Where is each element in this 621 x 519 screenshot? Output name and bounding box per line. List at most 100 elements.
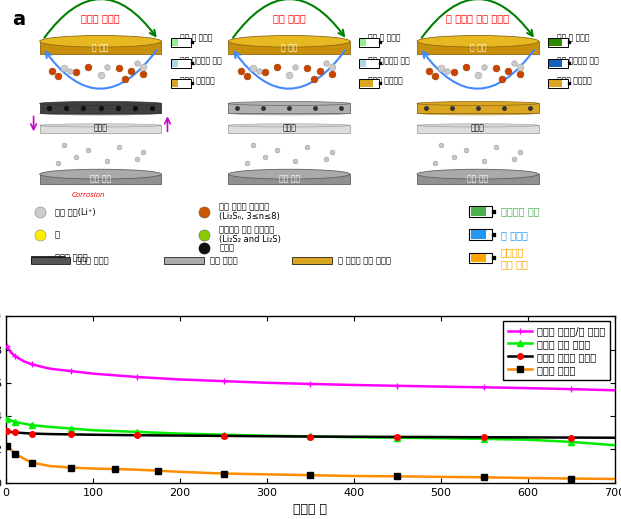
- FancyBboxPatch shape: [548, 79, 568, 88]
- Text: 황 양극: 황 양극: [469, 43, 486, 52]
- FancyBboxPatch shape: [172, 39, 178, 46]
- Text: 리튬 음극: 리튬 음극: [90, 175, 111, 184]
- Ellipse shape: [417, 112, 538, 115]
- Text: 리튬 음극: 리튬 음극: [279, 175, 300, 184]
- Text: 황: 황: [55, 230, 60, 239]
- Text: 리튬 음극: 리튬 음극: [467, 175, 489, 184]
- FancyBboxPatch shape: [191, 62, 194, 65]
- FancyBboxPatch shape: [359, 38, 379, 47]
- Text: 황 양극: 황 양극: [93, 43, 109, 52]
- Text: 전도성 중간층: 전도성 중간층: [55, 253, 88, 263]
- FancyBboxPatch shape: [417, 42, 538, 54]
- FancyBboxPatch shape: [469, 229, 492, 240]
- FancyBboxPatch shape: [548, 38, 568, 47]
- FancyBboxPatch shape: [548, 59, 568, 67]
- Text: 황 양극: 황 양극: [281, 43, 297, 52]
- Ellipse shape: [417, 124, 538, 127]
- Ellipse shape: [40, 169, 161, 179]
- FancyBboxPatch shape: [40, 126, 161, 133]
- Text: 높은 황 담지량: 높은 황 담지량: [557, 33, 589, 42]
- FancyBboxPatch shape: [549, 39, 562, 46]
- FancyBboxPatch shape: [568, 83, 571, 86]
- Text: 다황화물
흡착 능력: 다황화물 흡착 능력: [501, 247, 528, 269]
- Text: 황 담지원 극성 중간층: 황 담지원 극성 중간층: [338, 256, 391, 265]
- FancyBboxPatch shape: [360, 60, 366, 67]
- FancyBboxPatch shape: [379, 41, 383, 44]
- Ellipse shape: [229, 124, 350, 127]
- Ellipse shape: [229, 102, 350, 105]
- FancyBboxPatch shape: [359, 79, 379, 88]
- Text: 낮은 황 담지량: 낮은 황 담지량: [368, 33, 401, 42]
- Text: 낮은 황 담지량: 낮은 황 담지량: [179, 33, 212, 42]
- Ellipse shape: [229, 35, 350, 47]
- Ellipse shape: [417, 35, 538, 47]
- Text: 전도성 중간층: 전도성 중간층: [81, 13, 120, 23]
- Ellipse shape: [40, 124, 161, 127]
- FancyBboxPatch shape: [471, 254, 486, 263]
- FancyBboxPatch shape: [379, 62, 383, 65]
- FancyBboxPatch shape: [229, 103, 350, 113]
- Ellipse shape: [417, 102, 538, 105]
- FancyBboxPatch shape: [171, 79, 191, 88]
- FancyBboxPatch shape: [30, 257, 70, 264]
- Text: 용해 가능한 다황화물
(Li₂Sₙ, 3≤n≤8): 용해 가능한 다황화물 (Li₂Sₙ, 3≤n≤8): [219, 202, 280, 221]
- Text: 분리막: 분리막: [94, 124, 107, 133]
- Text: Corrosion: Corrosion: [71, 192, 105, 198]
- FancyBboxPatch shape: [469, 253, 492, 264]
- FancyBboxPatch shape: [471, 207, 486, 216]
- Text: 산화환원 활성: 산화환원 활성: [501, 207, 540, 216]
- Text: 낮은 산화환원 활성: 낮은 산화환원 활성: [368, 56, 410, 65]
- Ellipse shape: [40, 102, 161, 105]
- Text: 용해되지 않는 다황화물
(Li₂S₂ and Li₂S): 용해되지 않는 다황화물 (Li₂S₂ and Li₂S): [219, 225, 281, 244]
- FancyBboxPatch shape: [171, 38, 191, 47]
- FancyBboxPatch shape: [360, 39, 366, 46]
- Text: 극성 중간층: 극성 중간층: [210, 256, 238, 265]
- Ellipse shape: [229, 169, 350, 179]
- Text: 높은 산화환원 활성: 높은 산화환원 활성: [557, 56, 599, 65]
- Ellipse shape: [40, 112, 161, 115]
- FancyBboxPatch shape: [191, 41, 194, 44]
- FancyBboxPatch shape: [359, 59, 379, 67]
- Text: 분리막: 분리막: [471, 124, 485, 133]
- FancyBboxPatch shape: [40, 174, 161, 184]
- Text: 극성 중간층: 극성 중간층: [273, 13, 306, 23]
- FancyBboxPatch shape: [417, 126, 538, 133]
- FancyBboxPatch shape: [568, 41, 571, 44]
- FancyBboxPatch shape: [229, 174, 350, 184]
- FancyBboxPatch shape: [360, 80, 373, 88]
- Text: 황 담지량: 황 담지량: [501, 230, 528, 240]
- FancyBboxPatch shape: [379, 83, 383, 86]
- FancyBboxPatch shape: [549, 80, 562, 88]
- Text: 우수한 흡착능력: 우수한 흡착능력: [557, 77, 592, 86]
- Legend: 다공성 실리카/황 중간층, 다공성 탄소 중간층, 다공성 실리카 중간층, 중간층 미사용: 다공성 실리카/황 중간층, 다공성 탄소 중간층, 다공성 실리카 중간층, …: [503, 321, 610, 379]
- FancyBboxPatch shape: [171, 59, 191, 67]
- Text: 우수한 흡착능력: 우수한 흡착능력: [368, 77, 403, 86]
- FancyBboxPatch shape: [492, 233, 496, 237]
- Ellipse shape: [229, 112, 350, 115]
- Ellipse shape: [40, 35, 161, 47]
- FancyBboxPatch shape: [229, 42, 350, 54]
- Text: 전도성 중간층: 전도성 중간층: [76, 256, 109, 265]
- FancyBboxPatch shape: [492, 210, 496, 214]
- FancyBboxPatch shape: [471, 230, 486, 239]
- FancyBboxPatch shape: [568, 62, 571, 65]
- FancyBboxPatch shape: [172, 60, 178, 67]
- X-axis label: 사이클 수: 사이클 수: [294, 503, 327, 516]
- FancyBboxPatch shape: [40, 103, 161, 113]
- Text: 저조한 흡착능력: 저조한 흡착능력: [179, 77, 214, 86]
- FancyBboxPatch shape: [191, 83, 194, 86]
- FancyBboxPatch shape: [165, 257, 204, 264]
- Text: 분리막: 분리막: [283, 124, 296, 133]
- FancyBboxPatch shape: [469, 206, 492, 217]
- FancyBboxPatch shape: [292, 257, 332, 264]
- Text: 낮은 산화환원 활성: 낮은 산화환원 활성: [179, 56, 222, 65]
- FancyBboxPatch shape: [492, 256, 496, 260]
- FancyBboxPatch shape: [417, 103, 538, 113]
- FancyBboxPatch shape: [40, 42, 161, 54]
- FancyBboxPatch shape: [30, 256, 64, 263]
- FancyBboxPatch shape: [172, 80, 178, 88]
- Text: 리튬 이온(Li⁺): 리튬 이온(Li⁺): [55, 207, 96, 216]
- Text: a: a: [12, 10, 25, 30]
- Ellipse shape: [417, 169, 538, 179]
- FancyBboxPatch shape: [549, 60, 562, 67]
